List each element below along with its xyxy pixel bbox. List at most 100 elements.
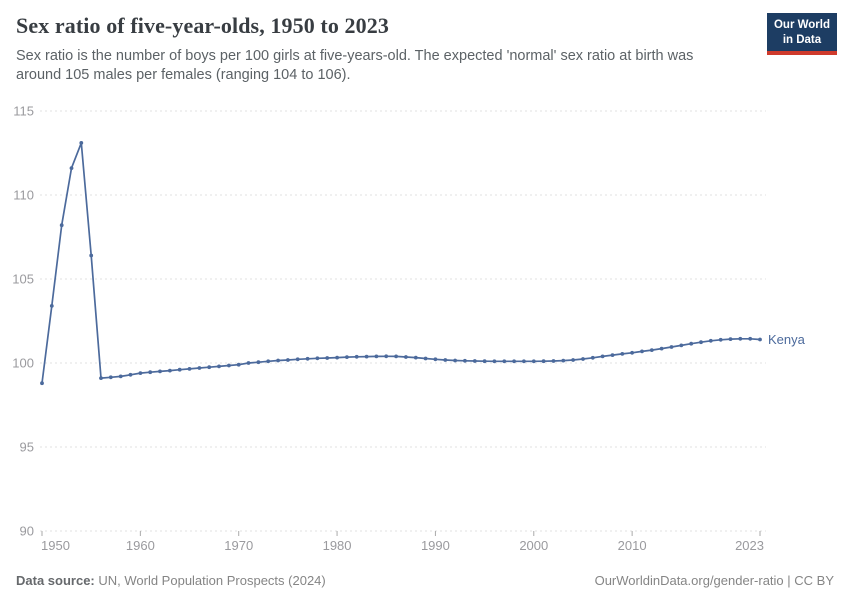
data-point [649, 348, 654, 352]
data-point [492, 359, 497, 364]
data-point [325, 356, 330, 360]
data-point [256, 360, 261, 365]
data-point [108, 375, 113, 380]
data-point [315, 356, 320, 361]
license-link[interactable]: CC BY [794, 573, 834, 588]
x-tick-label: 1960 [126, 538, 155, 553]
data-point [187, 367, 192, 371]
data-point [571, 358, 575, 362]
chart-subtitle: Sex ratio is the number of boys per 100 … [16, 48, 694, 84]
x-tick-label: 1980 [323, 538, 352, 553]
data-point [266, 359, 271, 364]
series-line [41, 142, 761, 385]
data-point [177, 367, 182, 372]
data-point [345, 355, 349, 359]
y-tick-label: 90 [20, 524, 34, 539]
data-point [482, 359, 487, 364]
owid-logo[interactable]: Our World in Data [766, 13, 837, 55]
data-point [40, 381, 44, 386]
chart-header: Sex ratio of five-year-olds, 1950 to 202… [16, 13, 750, 85]
data-point [295, 357, 300, 362]
y-tick-label: 100 [12, 356, 34, 371]
data-point [246, 361, 251, 365]
data-point [640, 349, 644, 354]
data-point [413, 355, 418, 360]
data-point [404, 355, 408, 359]
data-point [168, 368, 172, 373]
x-tick-label: 2010 [618, 538, 647, 553]
data-source: Data source: UN, World Population Prospe… [16, 573, 326, 588]
data-point [600, 354, 605, 359]
data-point [472, 359, 477, 363]
data-point [689, 341, 694, 346]
data-point [590, 355, 595, 360]
data-point [158, 369, 162, 374]
data-point [738, 336, 743, 341]
x-tick-label: 1990 [421, 538, 450, 553]
data-point [669, 345, 674, 349]
data-point [236, 362, 241, 367]
data-point [118, 374, 123, 379]
page-title: Sex ratio of five-year-olds, 1950 to 202… [16, 13, 389, 38]
entity-label[interactable]: Kenya [768, 332, 806, 347]
data-point [69, 166, 74, 171]
data-point [49, 304, 54, 308]
data-point [286, 358, 290, 362]
data-point [758, 337, 762, 342]
data-point [433, 357, 438, 362]
data-point [453, 358, 457, 363]
data-point [679, 343, 684, 348]
gridlines: 90 95 100 105 110 115 [12, 104, 766, 539]
x-tick-label: 1970 [224, 538, 253, 553]
data-point [128, 372, 133, 377]
data-point [394, 354, 398, 359]
data-point [138, 371, 143, 375]
data-point [197, 366, 202, 370]
data-point [699, 340, 703, 345]
y-tick-label: 105 [12, 272, 34, 287]
footer-divider: | [783, 573, 795, 588]
owid-logo-line2: in Data [782, 33, 822, 46]
data-point [227, 363, 231, 368]
y-tick-label: 95 [20, 440, 34, 455]
data-point [630, 350, 634, 355]
x-axis: 1950 1960 1970 1980 1990 2000 2010 2023 [41, 531, 764, 553]
data-point [305, 356, 310, 361]
data-point [522, 359, 526, 364]
owid-url-link[interactable]: OurWorldinData.org/gender-ratio [594, 573, 784, 588]
data-point [99, 376, 103, 380]
data-point [659, 346, 664, 351]
y-tick-label: 110 [13, 188, 34, 203]
data-point [276, 358, 280, 363]
data-point [531, 359, 536, 364]
data-point [708, 338, 713, 343]
data-point [335, 355, 339, 360]
data-point [561, 358, 566, 363]
data-source-label: Data source: [16, 573, 95, 588]
data-point [728, 337, 733, 341]
data-point [551, 359, 556, 363]
data-point [610, 353, 615, 357]
x-tick-label: 2000 [519, 538, 548, 553]
data-point [718, 337, 723, 342]
data-point [748, 336, 753, 341]
owid-logo-line1: Our World [773, 19, 830, 31]
data-point [502, 359, 507, 364]
data-point [207, 365, 212, 370]
data-point [148, 370, 153, 375]
series-kenya: Kenya [40, 141, 806, 386]
data-point [89, 253, 94, 258]
data-point [59, 223, 64, 228]
data-point [512, 359, 516, 364]
footer-right: OurWorldinData.org/gender-ratio | CC BY [595, 573, 834, 588]
data-point [374, 354, 379, 359]
data-point [423, 356, 428, 361]
data-point [79, 141, 84, 145]
data-point [443, 358, 448, 362]
data-point [384, 354, 389, 359]
data-point [541, 359, 546, 364]
data-point [217, 364, 221, 369]
x-tick-label: 1950 [41, 538, 70, 553]
